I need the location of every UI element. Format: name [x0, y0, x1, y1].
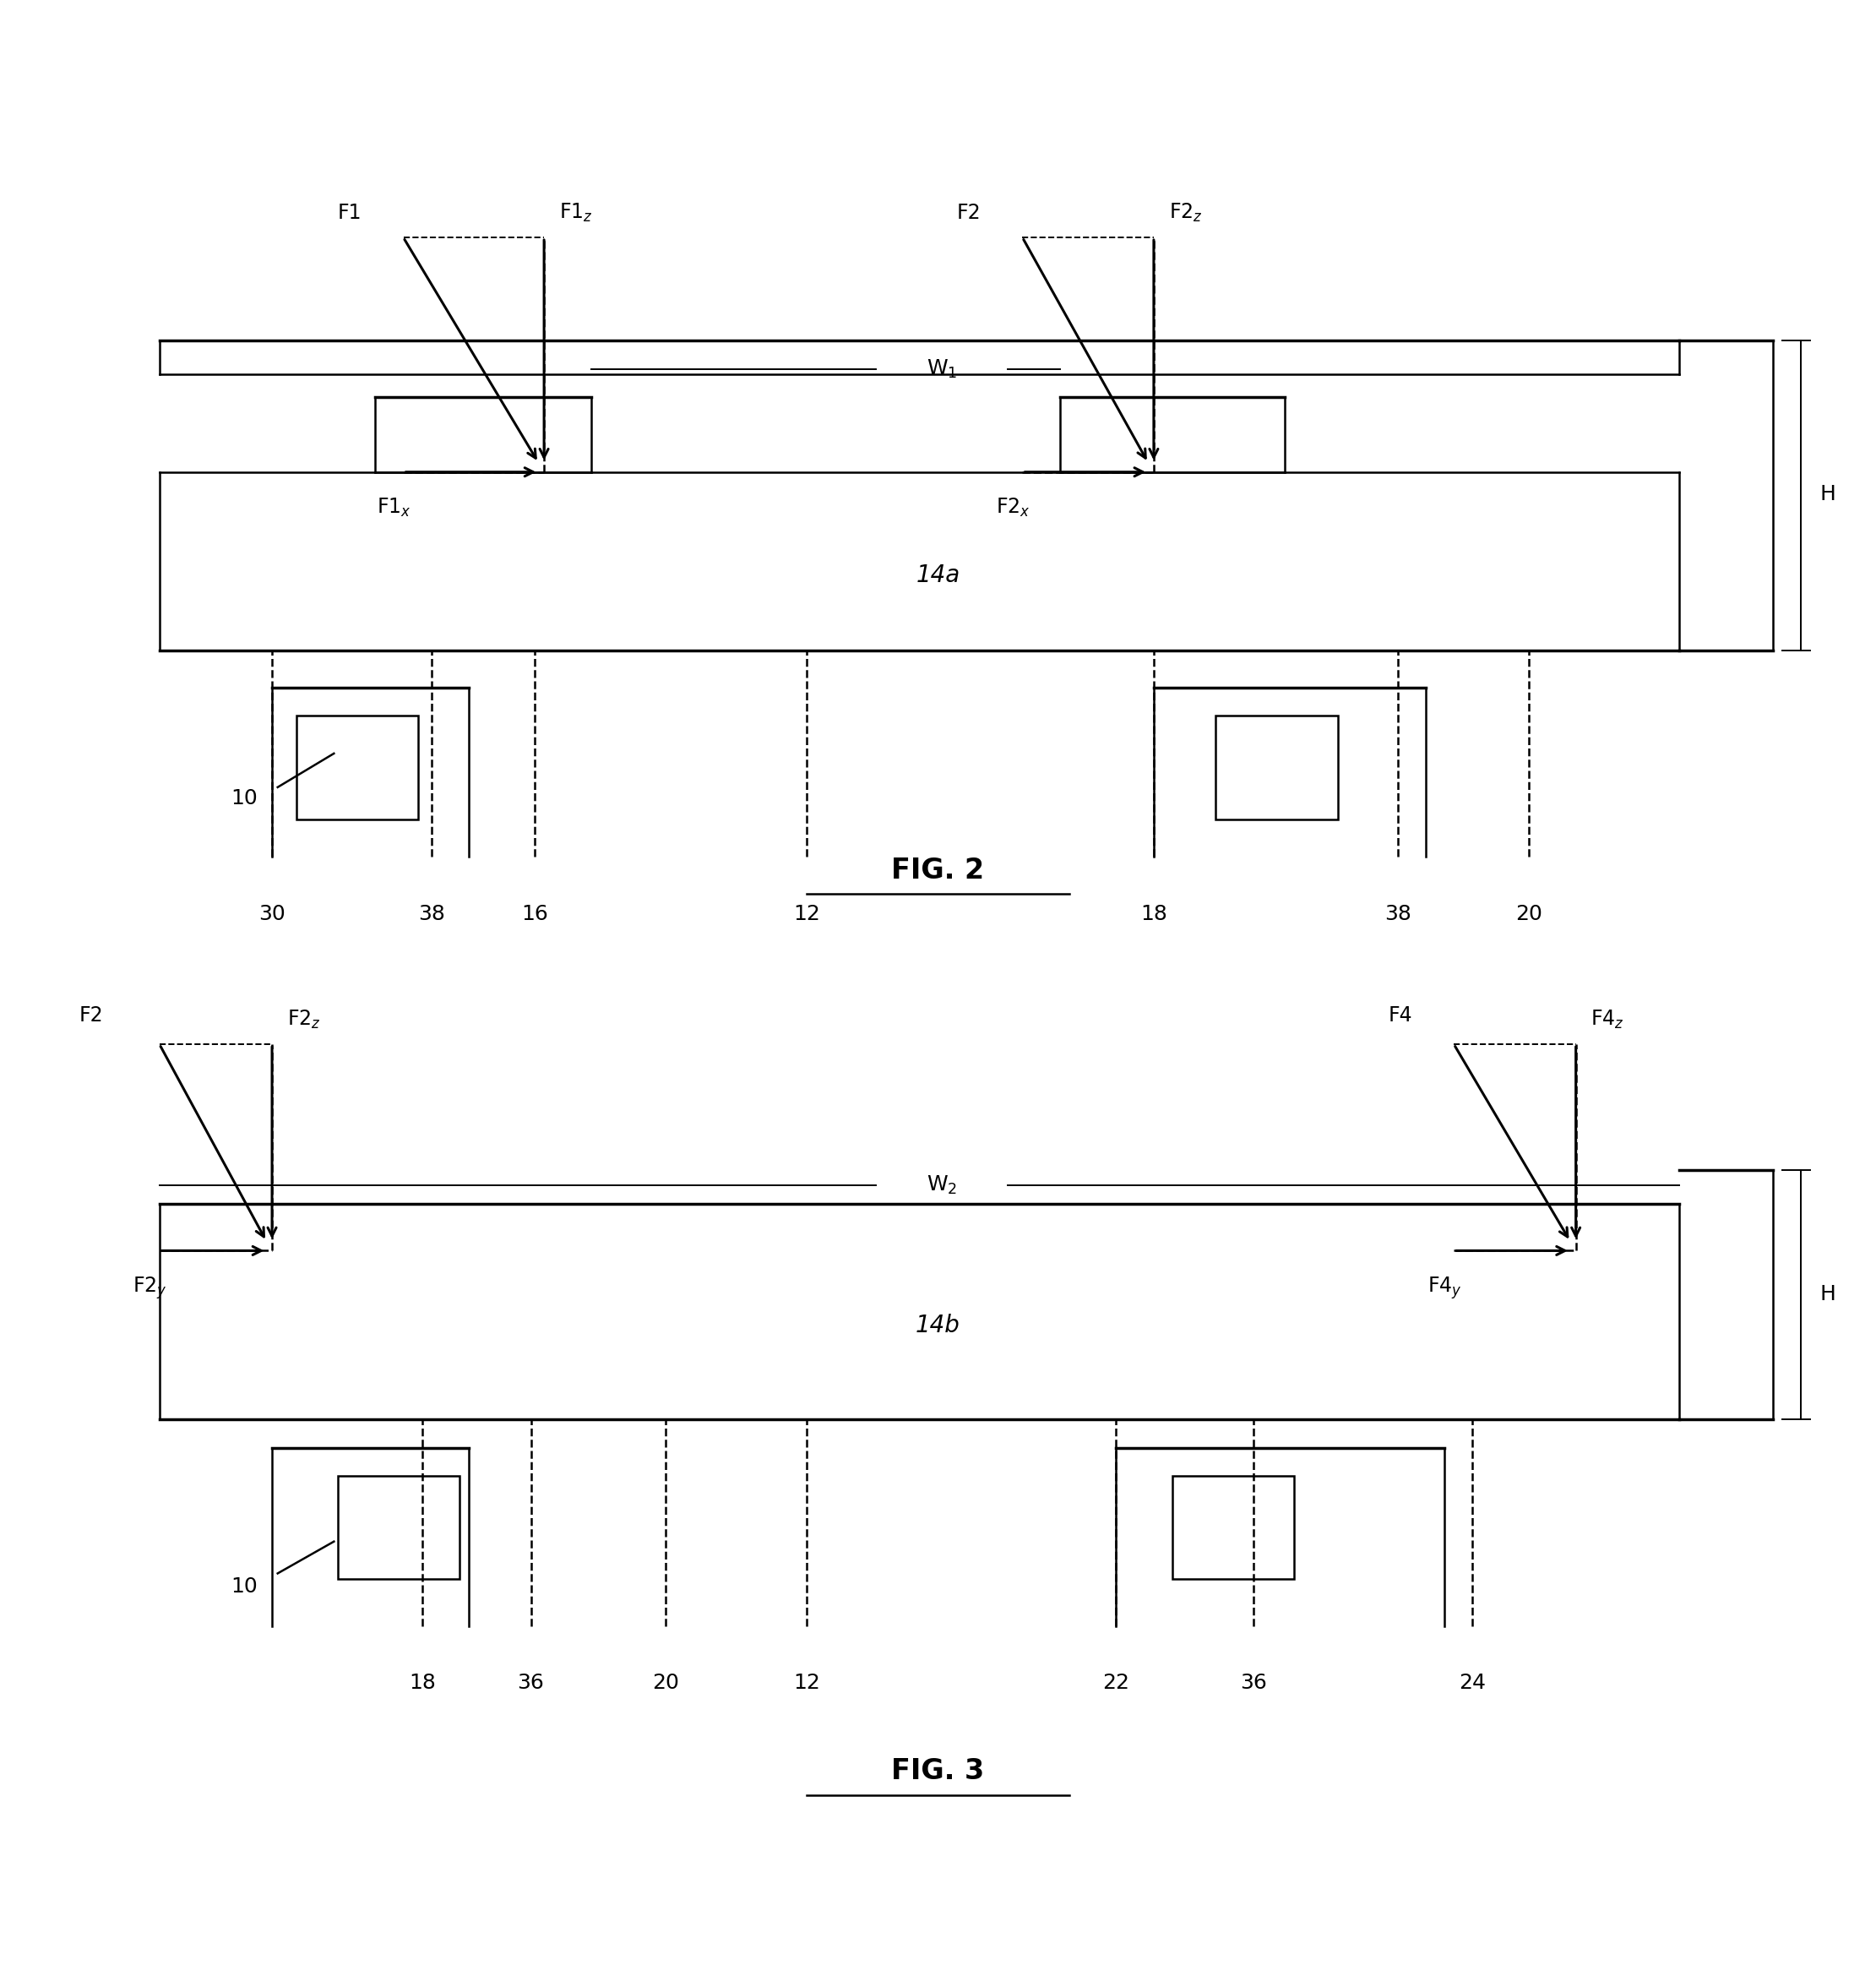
Text: W$_1$: W$_1$ — [927, 358, 957, 379]
Text: H: H — [1820, 484, 1835, 504]
Text: F1$_x$: F1$_x$ — [377, 496, 411, 518]
Text: FIG. 3: FIG. 3 — [891, 1757, 985, 1786]
Text: W$_2$: W$_2$ — [927, 1174, 957, 1195]
Text: 14a: 14a — [915, 563, 961, 587]
Text: H: H — [1820, 1284, 1835, 1304]
Text: 18: 18 — [1141, 903, 1167, 925]
Text: 36: 36 — [1240, 1674, 1266, 1693]
Text: F2: F2 — [79, 1006, 103, 1026]
Text: 16: 16 — [522, 903, 548, 925]
Text: 36: 36 — [518, 1674, 544, 1693]
Bar — [338, 1476, 460, 1579]
Text: 30: 30 — [259, 903, 285, 925]
Bar — [1216, 715, 1338, 820]
Bar — [296, 715, 418, 820]
Text: F2: F2 — [957, 204, 981, 223]
Text: 22: 22 — [1103, 1674, 1129, 1693]
Text: F4$_y$: F4$_y$ — [1428, 1275, 1461, 1300]
Text: FIG. 2: FIG. 2 — [891, 858, 985, 885]
Bar — [1172, 1476, 1294, 1579]
Text: F1: F1 — [338, 204, 362, 223]
Text: F1$_z$: F1$_z$ — [559, 202, 593, 223]
Text: 14b: 14b — [915, 1314, 961, 1338]
Text: 10: 10 — [231, 788, 257, 808]
Text: F2$_z$: F2$_z$ — [287, 1008, 321, 1031]
Text: F4: F4 — [1388, 1006, 1413, 1026]
Text: 20: 20 — [653, 1674, 679, 1693]
Text: 12: 12 — [794, 1674, 820, 1693]
Text: F2$_y$: F2$_y$ — [133, 1275, 167, 1300]
Text: 24: 24 — [1460, 1674, 1486, 1693]
Text: 38: 38 — [1384, 903, 1411, 925]
Text: F2$_x$: F2$_x$ — [996, 496, 1030, 518]
Text: 18: 18 — [409, 1674, 435, 1693]
Text: F2$_z$: F2$_z$ — [1169, 202, 1203, 223]
Text: 38: 38 — [418, 903, 445, 925]
Text: 12: 12 — [794, 903, 820, 925]
Text: F4$_z$: F4$_z$ — [1591, 1008, 1625, 1031]
Text: 20: 20 — [1516, 903, 1542, 925]
Text: 10: 10 — [231, 1577, 257, 1597]
